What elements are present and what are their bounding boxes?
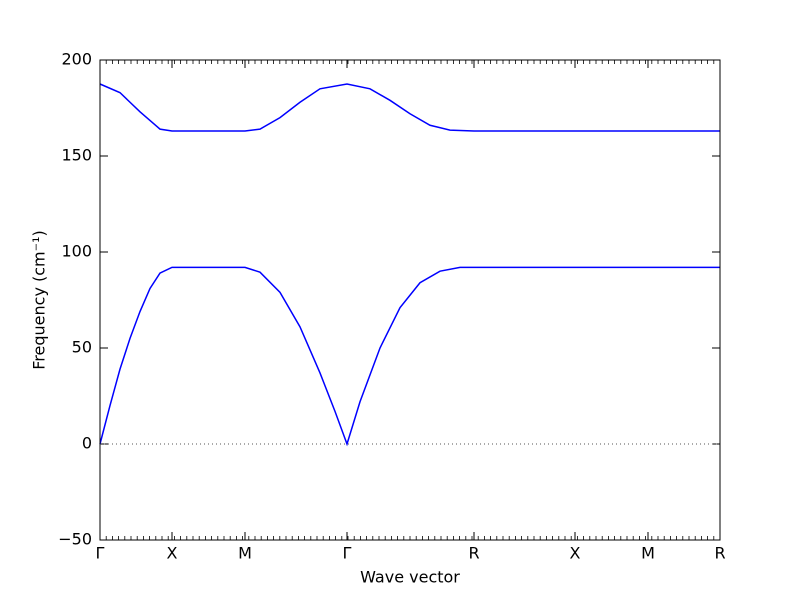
plot-frame (99, 59, 721, 541)
x-tick-label: R (714, 544, 725, 563)
band-line (99, 266, 720, 447)
y-tick-label: 0 (82, 434, 92, 453)
x-tick-label: Γ (96, 544, 105, 563)
x-tick-label: X (167, 544, 178, 563)
x-tick-label: M (238, 544, 252, 563)
y-tick-label: 100 (61, 242, 92, 261)
y-tick-label: −50 (58, 530, 92, 549)
x-tick-label: Γ (343, 544, 352, 563)
x-tick-label: M (641, 544, 655, 563)
y-tick-label: 50 (72, 338, 92, 357)
y-axis-label: Frequency (cm⁻¹) (30, 230, 49, 369)
y-tick-label: 150 (61, 146, 92, 165)
x-axis-label: Wave vector (360, 568, 460, 587)
x-tick-label: R (468, 544, 479, 563)
x-tick-label: X (570, 544, 581, 563)
y-tick-label: 200 (61, 50, 92, 69)
band-line (99, 83, 720, 132)
